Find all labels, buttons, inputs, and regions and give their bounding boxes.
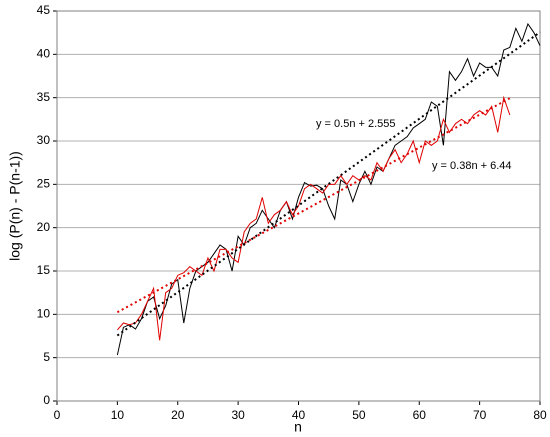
trend-equation: y = 0.38n + 6.44 xyxy=(432,160,512,172)
x-axis-title: n xyxy=(294,419,302,435)
y-tick-label: 0 xyxy=(43,393,50,407)
x-tick-label: 0 xyxy=(54,408,61,422)
trend-equation: y = 0.5n + 2.555 xyxy=(316,118,396,130)
plot-area xyxy=(56,10,541,402)
x-tick-label: 60 xyxy=(413,408,427,422)
x-tick-label: 70 xyxy=(473,408,487,422)
y-axis-title: log (P(n) - P(n-1)) xyxy=(7,151,23,261)
x-tick-label: 50 xyxy=(352,408,366,422)
x-tick-label: 30 xyxy=(231,408,245,422)
data-line xyxy=(116,22,541,356)
y-tick-label: 40 xyxy=(37,47,51,61)
x-tick-label: 20 xyxy=(171,408,185,422)
y-tick-label: 15 xyxy=(37,263,51,277)
y-tick-label: 20 xyxy=(37,220,51,234)
x-tick-label: 40 xyxy=(292,408,306,422)
y-tick-label: 30 xyxy=(37,133,51,147)
y-tick-label: 25 xyxy=(37,177,51,191)
y-tick-label: 5 xyxy=(43,350,50,364)
y-tick-label: 35 xyxy=(37,90,51,104)
y-tick-label: 10 xyxy=(37,307,51,321)
trend-line xyxy=(116,31,541,337)
y-tick-label: 45 xyxy=(37,3,51,17)
data-line xyxy=(116,95,511,341)
x-tick-label: 80 xyxy=(533,408,547,422)
x-tick-label: 10 xyxy=(111,408,125,422)
